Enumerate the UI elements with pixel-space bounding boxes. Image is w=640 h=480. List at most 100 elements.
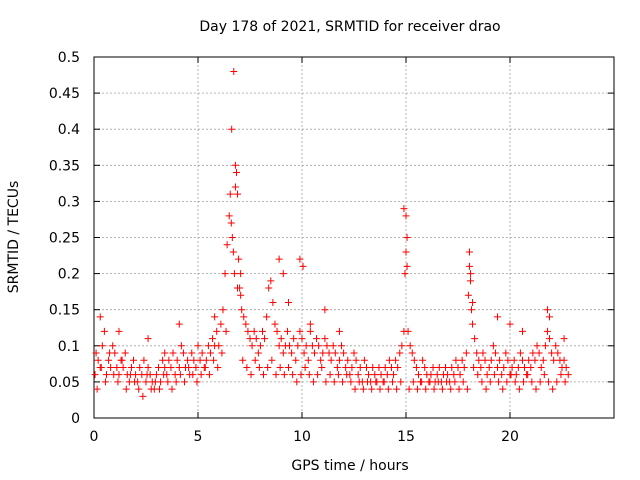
data-point (151, 378, 159, 386)
data-point (107, 363, 115, 371)
data-point (188, 349, 196, 357)
data-point (114, 378, 122, 386)
data-point (177, 342, 185, 350)
data-point (280, 371, 288, 379)
data-point (279, 270, 287, 278)
data-point (443, 378, 451, 386)
data-point (98, 342, 106, 350)
y-tick-label: 0.4 (58, 122, 80, 138)
data-point (380, 378, 388, 386)
data-point (255, 363, 263, 371)
data-point (508, 363, 516, 371)
data-point (536, 378, 544, 386)
data-point (383, 371, 391, 379)
data-point (175, 320, 183, 328)
data-point (396, 349, 404, 357)
data-point (426, 378, 434, 386)
data-point (433, 371, 441, 379)
data-point (136, 363, 144, 371)
data-point (237, 291, 245, 299)
data-point (263, 313, 271, 321)
data-point (175, 363, 183, 371)
data-point (403, 234, 411, 241)
data-point (130, 356, 138, 364)
data-point (483, 371, 491, 379)
data-point (377, 371, 385, 379)
data-point (340, 349, 348, 357)
data-point (525, 356, 533, 364)
data-point (118, 356, 126, 364)
data-point (471, 335, 479, 343)
data-point (113, 363, 121, 371)
data-point (115, 327, 123, 335)
data-point (410, 356, 418, 364)
data-point (326, 371, 334, 379)
data-point (376, 385, 384, 393)
data-point (304, 356, 312, 364)
data-point (204, 342, 212, 350)
data-point (265, 284, 273, 292)
data-point (474, 371, 482, 379)
data-point (364, 378, 372, 386)
x-tick-label: 10 (293, 429, 311, 445)
data-point (172, 378, 180, 386)
data-point (164, 378, 172, 386)
data-point (455, 385, 463, 393)
data-point (229, 248, 237, 256)
data-point (387, 363, 395, 371)
data-point (321, 335, 329, 343)
data-point (463, 385, 471, 393)
data-point (173, 356, 181, 364)
data-point (520, 378, 528, 386)
data-point (495, 378, 503, 386)
data-point (184, 356, 192, 364)
data-point (362, 363, 370, 371)
y-tick-label: 0 (71, 411, 80, 427)
data-point (325, 349, 333, 357)
data-point (371, 371, 379, 379)
data-point (352, 356, 360, 364)
data-point (351, 385, 359, 393)
data-point (462, 349, 470, 357)
data-point (435, 363, 443, 371)
data-point (232, 169, 240, 177)
data-point (454, 363, 462, 371)
data-point (365, 371, 373, 379)
data-point (246, 335, 254, 343)
data-point (419, 356, 427, 364)
data-point (210, 356, 218, 364)
data-point (413, 385, 421, 393)
data-point (272, 371, 280, 379)
data-point (481, 356, 489, 364)
y-tick-label: 0.2 (58, 267, 80, 283)
data-point (250, 327, 258, 335)
data-point (368, 385, 376, 393)
data-point (251, 356, 259, 364)
data-point (223, 241, 231, 249)
data-point (477, 363, 485, 371)
data-point (550, 356, 558, 364)
data-point (532, 385, 540, 393)
data-point (548, 349, 556, 357)
data-point (185, 363, 193, 371)
data-point (143, 371, 151, 379)
data-point (122, 385, 130, 393)
data-point (131, 378, 139, 386)
data-point (405, 385, 413, 393)
data-point (369, 363, 377, 371)
data-point (504, 356, 512, 364)
x-tick-label: 15 (397, 429, 415, 445)
data-point (276, 363, 284, 371)
y-tick-label: 0.3 (58, 194, 80, 210)
data-point (209, 335, 217, 343)
data-point (273, 327, 281, 335)
data-point (543, 327, 551, 335)
data-point (518, 356, 526, 364)
data-point (227, 219, 235, 227)
data-point (335, 327, 343, 335)
x-tick-label: 0 (90, 429, 99, 445)
data-point (314, 371, 322, 379)
data-point (205, 371, 213, 379)
data-point (466, 277, 474, 285)
data-point (537, 363, 545, 371)
